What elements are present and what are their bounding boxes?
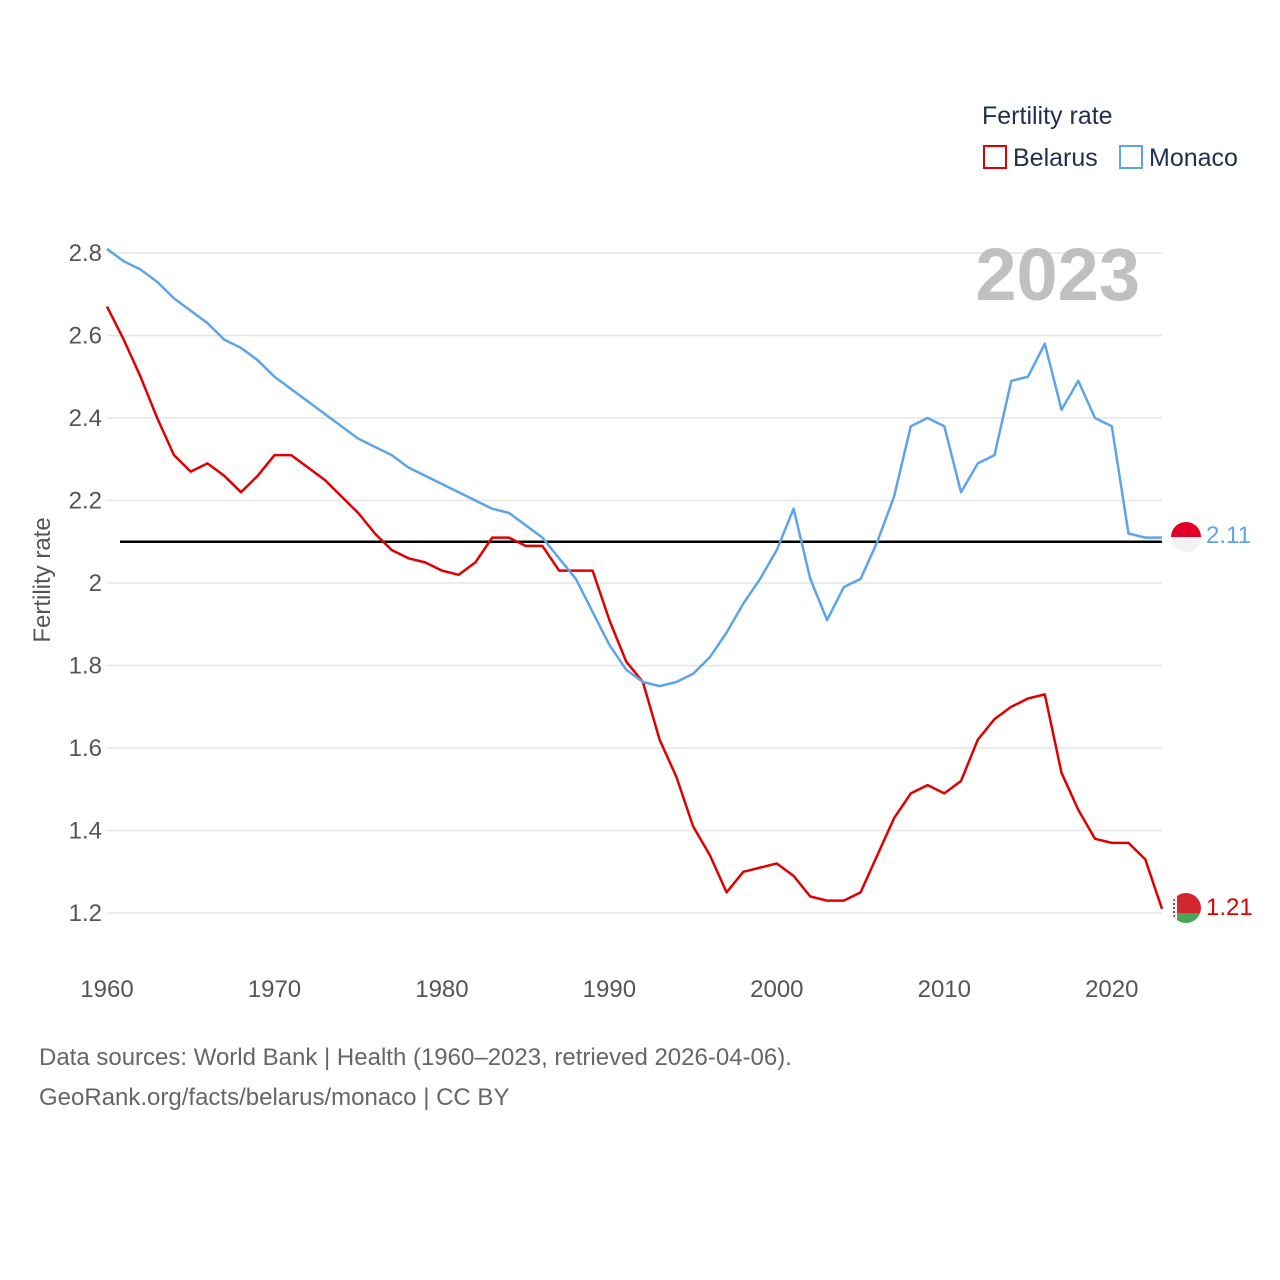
- x-tick-label: 1970: [248, 976, 301, 1003]
- x-tick-label: 1960: [80, 976, 133, 1003]
- series-line-belarus: [105, 306, 1164, 910]
- footer-sources: Data sources: World Bank | Health (1960–…: [39, 1044, 792, 1071]
- x-tick-label: 2010: [918, 976, 971, 1003]
- legend-title: Fertility rate: [982, 102, 1113, 130]
- gridlines: [107, 252, 1162, 914]
- y-tick-label: 1.6: [69, 735, 102, 762]
- legend-label-monaco: Monaco: [1149, 144, 1238, 172]
- legend-swatch-monaco: [1119, 145, 1143, 169]
- y-tick-label: 1.2: [69, 900, 102, 927]
- y-axis-title: Fertility rate: [29, 517, 56, 642]
- footer-link[interactable]: GeoRank.org/facts/belarus/monaco | CC BY: [39, 1084, 510, 1111]
- end-label-belarus: 1.21: [1206, 894, 1253, 921]
- y-axis-ticks: 1.2 1.4 1.6 1.8 2 2.2 2.4 2.6 2.8: [69, 240, 102, 927]
- legend: Fertility rate Belarus Monaco: [982, 102, 1238, 172]
- x-tick-label: 2000: [750, 976, 803, 1003]
- y-tick-label: 1.8: [69, 653, 102, 680]
- y-tick-label: 2.6: [69, 323, 102, 350]
- belarus-flag-icon: [1171, 893, 1201, 923]
- x-tick-label: 1980: [415, 976, 468, 1003]
- legend-swatch-belarus: [983, 145, 1007, 169]
- y-tick-label: 2.4: [69, 405, 102, 432]
- series-lines: [105, 247, 1164, 910]
- monaco-flag-icon: [1171, 522, 1201, 552]
- x-axis-ticks: 1960 1970 1980 1990 2000 2010 2020: [80, 976, 1138, 1003]
- legend-label-belarus: Belarus: [1013, 144, 1098, 172]
- year-label: 2023: [975, 233, 1140, 316]
- y-tick-label: 2: [89, 570, 102, 597]
- x-tick-label: 1990: [583, 976, 636, 1003]
- x-tick-label: 2020: [1085, 976, 1138, 1003]
- y-tick-label: 2.8: [69, 240, 102, 267]
- y-tick-label: 2.2: [69, 488, 102, 515]
- series-line-monaco: [106, 247, 1162, 688]
- y-tick-label: 1.4: [69, 818, 102, 845]
- end-label-monaco: 2.11: [1206, 522, 1251, 549]
